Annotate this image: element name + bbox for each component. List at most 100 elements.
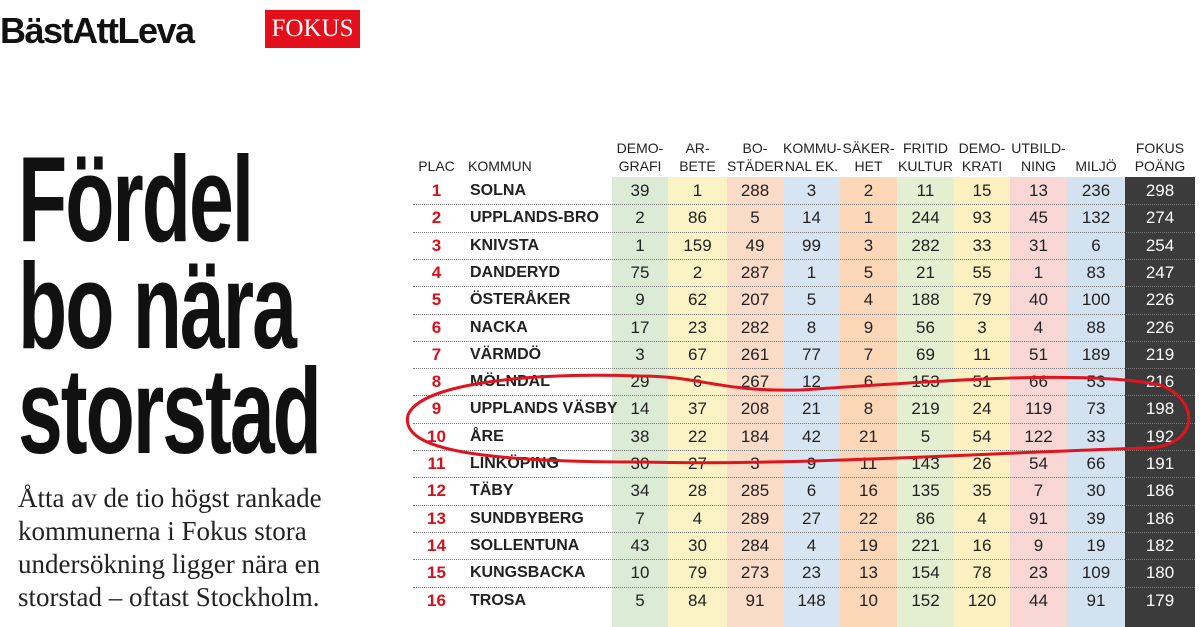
- score: 1: [806, 262, 817, 282]
- headline: Fördel: [18, 131, 254, 267]
- row-separator: [413, 340, 1195, 342]
- score: 49: [745, 235, 765, 255]
- score: 10: [630, 563, 650, 583]
- score: 21: [802, 399, 821, 419]
- score: 19: [859, 535, 878, 555]
- score: 66: [1086, 454, 1106, 473]
- score: 1: [692, 181, 703, 200]
- score: 30: [688, 535, 707, 555]
- score: 39: [630, 181, 650, 200]
- score: 4: [806, 535, 817, 555]
- score: 33: [972, 235, 992, 255]
- score: 78: [972, 563, 992, 583]
- row-separator: [413, 395, 1195, 397]
- score: 4: [692, 508, 703, 528]
- score: 44: [1029, 590, 1048, 610]
- score: 216: [1145, 372, 1175, 392]
- score: 43: [630, 535, 650, 555]
- score: 1: [863, 208, 874, 228]
- column-header: HET: [854, 158, 883, 174]
- municipality: KNIVSTA: [470, 236, 540, 254]
- column-header: PLAC: [418, 158, 455, 174]
- score: 273: [740, 563, 770, 583]
- score: 3: [635, 344, 645, 364]
- score: 120: [967, 590, 997, 610]
- score: 51: [1029, 344, 1048, 364]
- score: 40: [1029, 290, 1048, 310]
- column-bg: [612, 177, 668, 627]
- score: 79: [688, 563, 707, 583]
- score: 132: [1081, 208, 1111, 228]
- column-bg: [897, 177, 954, 627]
- score: 219: [1145, 344, 1175, 364]
- score: 91: [745, 590, 765, 610]
- score: 1: [635, 235, 645, 255]
- score: 247: [1145, 262, 1175, 282]
- score: 5: [920, 426, 931, 446]
- score: 244: [911, 208, 940, 228]
- rank: 7: [431, 344, 442, 364]
- score: 3: [977, 317, 987, 337]
- score: 254: [1145, 235, 1175, 255]
- score: 24: [972, 399, 992, 419]
- score: 288: [740, 181, 770, 200]
- score: 14: [802, 208, 821, 228]
- score: 42: [802, 426, 821, 446]
- municipality: TÄBY: [470, 482, 514, 500]
- score: 159: [683, 235, 712, 255]
- score: 282: [911, 235, 940, 255]
- score: 261: [740, 344, 770, 364]
- municipality: SOLLENTUNA: [470, 536, 580, 554]
- column-header: NING: [1021, 158, 1056, 174]
- column-bg: [954, 177, 1010, 627]
- row-separator: [413, 258, 1195, 260]
- score: 267: [740, 372, 770, 392]
- score: 5: [635, 590, 645, 610]
- score: 22: [688, 426, 707, 446]
- score: 6: [1091, 235, 1101, 255]
- score: 154: [911, 563, 940, 583]
- row-separator: [413, 559, 1195, 561]
- column-bg: [1010, 177, 1067, 627]
- score: 75: [630, 262, 650, 282]
- row-separator: [413, 368, 1195, 370]
- score: 54: [1029, 454, 1048, 473]
- score: 31: [1029, 235, 1048, 255]
- row-separator: [413, 586, 1195, 588]
- column-header: POÄNG: [1134, 158, 1186, 174]
- rank: 15: [427, 563, 446, 583]
- municipality: UPPLANDS-BRO: [470, 209, 599, 227]
- score: 23: [802, 563, 821, 583]
- score: 84: [688, 590, 707, 610]
- score: 91: [1029, 508, 1048, 528]
- municipality: UPPLANDS VÄSBY: [470, 400, 618, 418]
- score: 207: [740, 290, 770, 310]
- column-bg: [668, 177, 727, 627]
- score: 100: [1081, 290, 1111, 310]
- rank: 8: [431, 372, 442, 392]
- municipality: ÖSTERÅKER: [470, 291, 571, 309]
- score: 226: [1145, 317, 1175, 337]
- column-header: KOMMU-: [783, 140, 842, 156]
- score: 4: [863, 290, 874, 310]
- column-header: GRAFI: [618, 158, 662, 174]
- column-header: DEMO-: [958, 140, 1006, 156]
- score: 21: [859, 426, 878, 446]
- score: 11: [916, 181, 935, 200]
- score: 34: [630, 481, 650, 501]
- score: 17: [630, 317, 650, 337]
- score: 69: [916, 344, 935, 364]
- column-header: SÄKER-: [842, 140, 895, 156]
- score: 28: [688, 481, 707, 501]
- column-header: NAL EK.: [784, 158, 839, 174]
- score: 180: [1145, 563, 1175, 583]
- row-separator: [413, 450, 1195, 451]
- score: 148: [797, 590, 826, 610]
- score: 14: [630, 399, 650, 419]
- score: 192: [1145, 426, 1175, 446]
- rank: 10: [427, 426, 446, 446]
- score: 13: [1029, 181, 1048, 200]
- municipality: NACKA: [470, 318, 528, 336]
- score: 99: [802, 235, 821, 255]
